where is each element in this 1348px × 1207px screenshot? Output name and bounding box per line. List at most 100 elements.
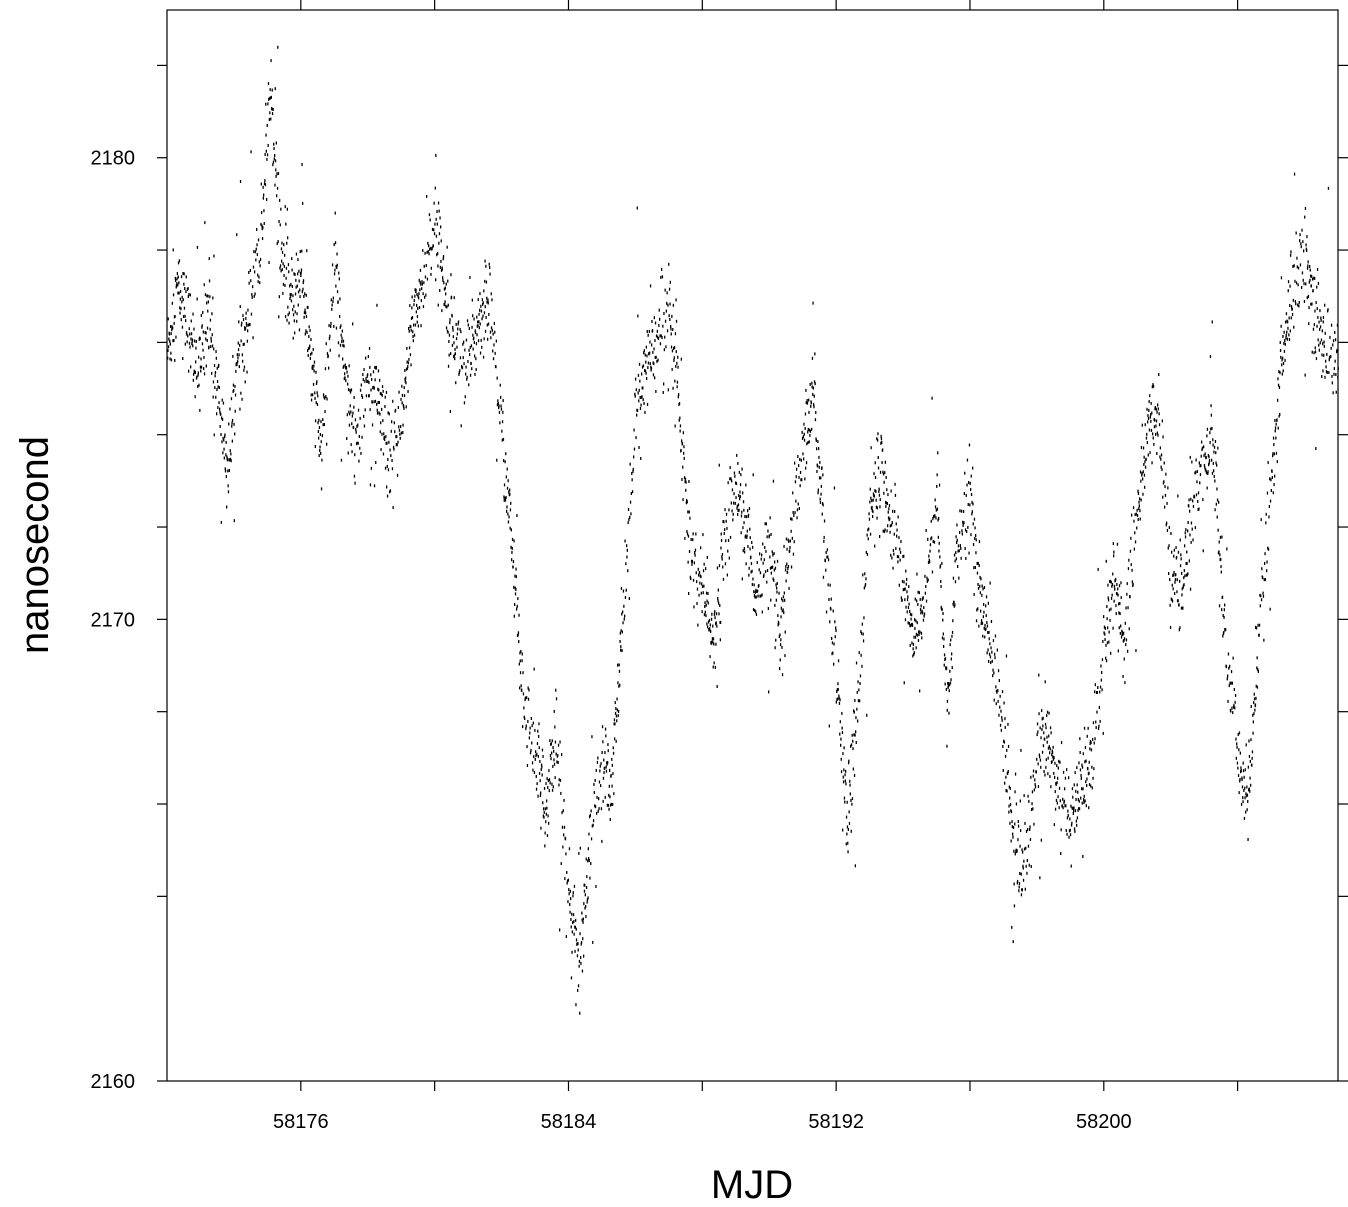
data-point bbox=[796, 467, 798, 471]
data-point bbox=[587, 859, 589, 863]
data-point bbox=[1118, 626, 1120, 630]
data-point bbox=[466, 377, 468, 381]
data-point bbox=[1284, 342, 1286, 346]
data-point bbox=[218, 401, 220, 405]
data-point bbox=[857, 699, 860, 703]
data-point bbox=[1056, 781, 1058, 785]
data-point bbox=[411, 316, 414, 319]
data-point bbox=[686, 530, 688, 533]
data-point bbox=[813, 394, 815, 398]
data-point bbox=[965, 493, 967, 497]
data-point bbox=[1097, 727, 1100, 730]
data-point bbox=[1004, 725, 1006, 729]
data-point bbox=[168, 332, 171, 336]
data-point bbox=[1265, 521, 1267, 525]
data-point bbox=[1311, 274, 1313, 278]
data-point bbox=[289, 297, 291, 301]
data-point bbox=[400, 397, 402, 401]
data-point bbox=[553, 749, 555, 753]
data-point bbox=[1031, 808, 1033, 811]
data-point bbox=[753, 583, 755, 587]
data-point bbox=[672, 386, 674, 390]
data-point bbox=[188, 327, 190, 331]
data-point bbox=[856, 707, 858, 711]
data-point bbox=[967, 503, 969, 506]
data-point bbox=[607, 761, 609, 765]
data-point bbox=[1177, 550, 1180, 554]
data-point bbox=[1205, 456, 1207, 460]
data-point bbox=[917, 603, 919, 606]
data-point bbox=[444, 286, 446, 290]
data-point bbox=[1324, 375, 1326, 379]
data-point bbox=[271, 88, 273, 92]
data-point bbox=[167, 356, 169, 360]
data-point bbox=[436, 253, 438, 257]
data-point bbox=[614, 711, 617, 715]
data-point bbox=[516, 604, 518, 608]
data-point bbox=[342, 343, 344, 347]
data-point bbox=[1259, 604, 1261, 608]
data-point bbox=[374, 378, 376, 382]
data-point bbox=[970, 493, 973, 496]
data-point bbox=[1122, 675, 1124, 678]
data-point bbox=[537, 729, 539, 733]
data-point bbox=[1311, 277, 1314, 281]
data-point bbox=[1054, 775, 1056, 779]
data-point bbox=[794, 461, 796, 465]
data-point bbox=[656, 359, 658, 363]
data-point bbox=[647, 366, 649, 370]
data-point bbox=[1207, 472, 1209, 475]
data-point bbox=[1088, 760, 1090, 764]
data-point bbox=[883, 530, 886, 534]
data-point bbox=[474, 329, 476, 333]
data-point bbox=[907, 606, 910, 610]
data-point bbox=[567, 878, 569, 882]
data-point bbox=[772, 479, 775, 483]
data-point bbox=[570, 918, 572, 921]
data-point bbox=[1103, 631, 1105, 635]
data-point bbox=[1279, 349, 1282, 352]
data-point bbox=[209, 295, 211, 299]
data-point bbox=[589, 876, 591, 880]
data-point bbox=[186, 332, 188, 336]
data-point bbox=[412, 335, 414, 338]
data-point bbox=[544, 807, 547, 811]
data-point bbox=[1110, 596, 1113, 600]
data-point bbox=[1247, 765, 1249, 769]
data-point bbox=[913, 651, 915, 655]
data-point bbox=[728, 556, 730, 560]
data-point bbox=[1061, 804, 1063, 808]
data-point bbox=[185, 275, 187, 279]
data-point bbox=[321, 458, 323, 462]
data-point bbox=[444, 303, 446, 307]
data-point bbox=[1308, 280, 1310, 284]
data-point bbox=[337, 300, 339, 304]
data-point bbox=[601, 725, 604, 729]
data-point bbox=[774, 566, 777, 570]
data-point bbox=[572, 894, 574, 898]
data-point bbox=[211, 344, 214, 348]
data-point bbox=[452, 326, 454, 330]
data-point bbox=[907, 595, 909, 599]
data-point bbox=[343, 364, 345, 368]
data-point bbox=[710, 641, 712, 645]
data-point bbox=[653, 347, 655, 351]
data-point bbox=[1269, 499, 1272, 503]
data-point bbox=[1086, 784, 1088, 787]
data-point bbox=[402, 423, 404, 427]
data-point bbox=[533, 755, 535, 759]
data-point bbox=[487, 322, 490, 326]
data-point bbox=[741, 467, 743, 471]
data-point bbox=[524, 696, 527, 700]
data-point bbox=[371, 400, 373, 404]
data-point bbox=[781, 597, 783, 601]
data-point bbox=[686, 500, 688, 504]
data-point bbox=[737, 461, 739, 465]
data-point bbox=[1169, 578, 1171, 582]
data-point bbox=[552, 746, 554, 749]
data-point bbox=[1238, 791, 1240, 795]
data-point bbox=[1108, 630, 1110, 634]
data-point bbox=[583, 889, 586, 893]
data-point bbox=[1013, 904, 1016, 908]
data-point bbox=[170, 325, 172, 328]
